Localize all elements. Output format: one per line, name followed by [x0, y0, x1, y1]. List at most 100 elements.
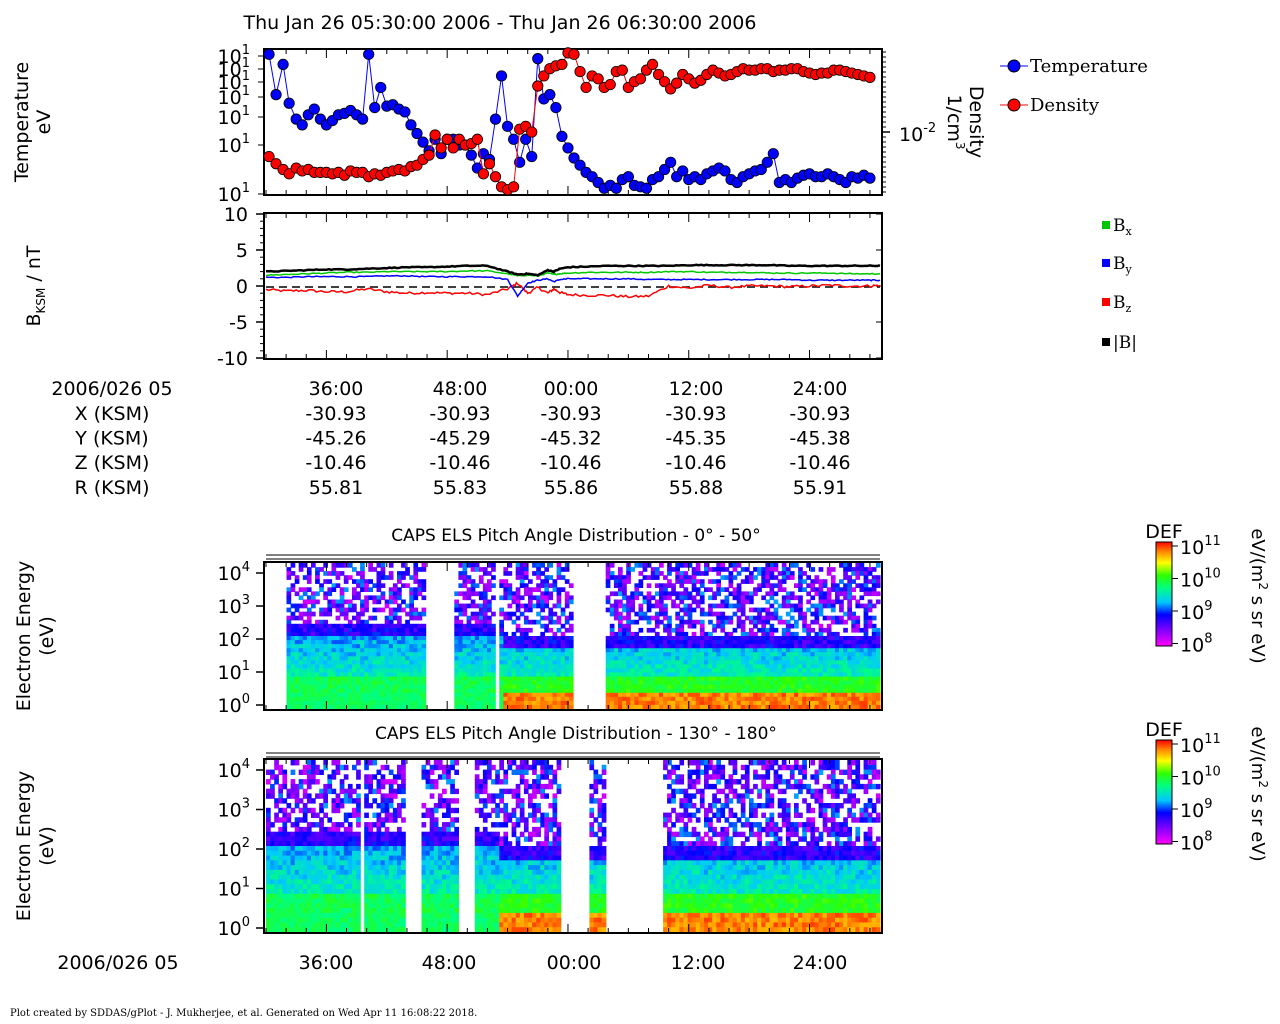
spectrogram-cell — [413, 648, 419, 653]
spectrogram-cell — [282, 884, 288, 890]
spectrogram-cell — [401, 631, 406, 637]
spectrogram-cell — [343, 893, 349, 900]
spectrogram-cell — [818, 652, 824, 657]
spectrogram-cell — [360, 603, 365, 609]
spectrogram-cell — [798, 696, 803, 702]
spectrogram-cell — [503, 672, 509, 678]
spectrogram-cell — [323, 803, 328, 809]
spectrogram-cell — [352, 636, 357, 641]
spectrogram-cell — [335, 898, 341, 904]
spectrogram-cell — [659, 676, 664, 682]
spectrogram-cell — [630, 672, 635, 678]
spectrogram-cell — [327, 908, 333, 914]
spectrogram-cell — [839, 615, 844, 621]
spectrogram-cell — [487, 672, 492, 678]
spectrogram-cell — [605, 680, 611, 686]
spectrogram-cell — [376, 607, 382, 613]
spectrogram-cell — [863, 603, 869, 609]
spectrogram-cell — [618, 587, 623, 592]
spectrogram-cell — [323, 912, 328, 919]
spectrogram-cell — [331, 769, 337, 775]
spectrogram-cell — [740, 704, 746, 710]
spectrogram-cell — [298, 696, 304, 702]
spectrogram-cell — [560, 575, 566, 580]
spectrogram-cell — [315, 850, 320, 857]
spectrogram-cell — [863, 656, 869, 661]
spectrogram-cell — [789, 688, 795, 694]
spectrogram-cell — [810, 640, 816, 645]
spectrogram-cell — [274, 798, 279, 804]
spectrogram-cell — [380, 696, 386, 702]
spectrogram-cell — [270, 898, 275, 904]
spectrogram-cell — [364, 623, 369, 629]
spectrogram-cell — [749, 640, 754, 645]
spectrogram-cell — [659, 664, 664, 670]
spectrogram-cell — [397, 607, 402, 613]
spectrogram-cell — [380, 636, 386, 641]
spectrogram-cell — [339, 672, 345, 678]
spectrogram-cell — [683, 607, 689, 613]
spectrogram-cell — [630, 660, 635, 665]
spectrogram-cell — [630, 619, 635, 625]
spectrogram-cell — [335, 793, 341, 799]
spectrogram-cell — [613, 603, 619, 609]
spectrogram-cell — [765, 607, 771, 613]
spectrogram-cell — [478, 692, 484, 698]
spectrogram-cell — [843, 664, 848, 670]
spectrogram-cell — [286, 927, 292, 933]
spectrogram-cell — [470, 591, 476, 597]
spectrogram-cell — [323, 898, 328, 904]
spectrogram-cell — [671, 696, 676, 702]
spectrogram-cell — [323, 660, 328, 665]
spectrogram-cell — [618, 668, 623, 674]
spectrogram-cell — [716, 571, 721, 576]
spectrogram-cell — [720, 692, 726, 698]
spectrogram-cell — [413, 684, 419, 690]
spectrogram-cell — [830, 619, 836, 625]
spectrogram-cell — [274, 841, 279, 847]
spectrogram-cell — [839, 672, 844, 678]
spectrogram-cell — [659, 700, 664, 706]
spectrogram-cell — [679, 563, 685, 568]
spectrogram-cell — [536, 636, 541, 641]
spectrogram-cell — [364, 660, 369, 665]
spectrogram-cell — [875, 599, 881, 605]
spectrogram-cell — [789, 668, 795, 674]
ephemeris-value: -30.93 — [540, 403, 601, 425]
spectrogram-cell — [724, 631, 730, 637]
spectrogram-cell — [781, 704, 787, 710]
ephemeris-value: -45.32 — [540, 428, 601, 450]
spectrogram-cell — [519, 676, 525, 682]
spectrogram-cell — [487, 684, 492, 690]
spectrogram-cell — [687, 575, 693, 580]
spectrogram-cell — [294, 788, 300, 795]
spectrogram-cell — [536, 696, 541, 702]
spectrogram-cell — [630, 599, 635, 605]
spectrogram-cell — [278, 908, 283, 914]
ephemeris-time-tick: 24:00 — [793, 378, 848, 400]
spectrogram-cell — [532, 563, 537, 568]
spectrogram-cell — [843, 563, 848, 568]
spectrogram-cell — [871, 644, 877, 649]
spectrogram-cell — [568, 680, 574, 686]
spectrogram-cell — [683, 704, 689, 710]
spectrogram-cell — [548, 704, 554, 710]
spectrogram-cell — [695, 672, 701, 678]
spectrogram-cell — [347, 631, 353, 637]
spectrogram-cell — [826, 587, 832, 592]
spectrogram-cell — [863, 583, 869, 588]
spectrogram-cell — [822, 704, 828, 710]
spectrogram-cell — [716, 696, 721, 702]
spectrogram-cell — [499, 656, 504, 661]
spectrogram-cell — [364, 595, 369, 601]
spectrogram-cell — [311, 623, 316, 629]
spectrogram-cell — [278, 903, 283, 909]
spectrogram-cell — [286, 908, 292, 914]
spectrogram-cell — [736, 672, 742, 678]
temperature-point — [544, 89, 556, 101]
spectrogram-cell — [421, 692, 427, 698]
spectrogram-cell — [294, 908, 300, 914]
spectrogram-cell — [282, 874, 288, 881]
spectrogram-cell — [724, 615, 730, 621]
spectrogram-cell — [744, 672, 750, 678]
